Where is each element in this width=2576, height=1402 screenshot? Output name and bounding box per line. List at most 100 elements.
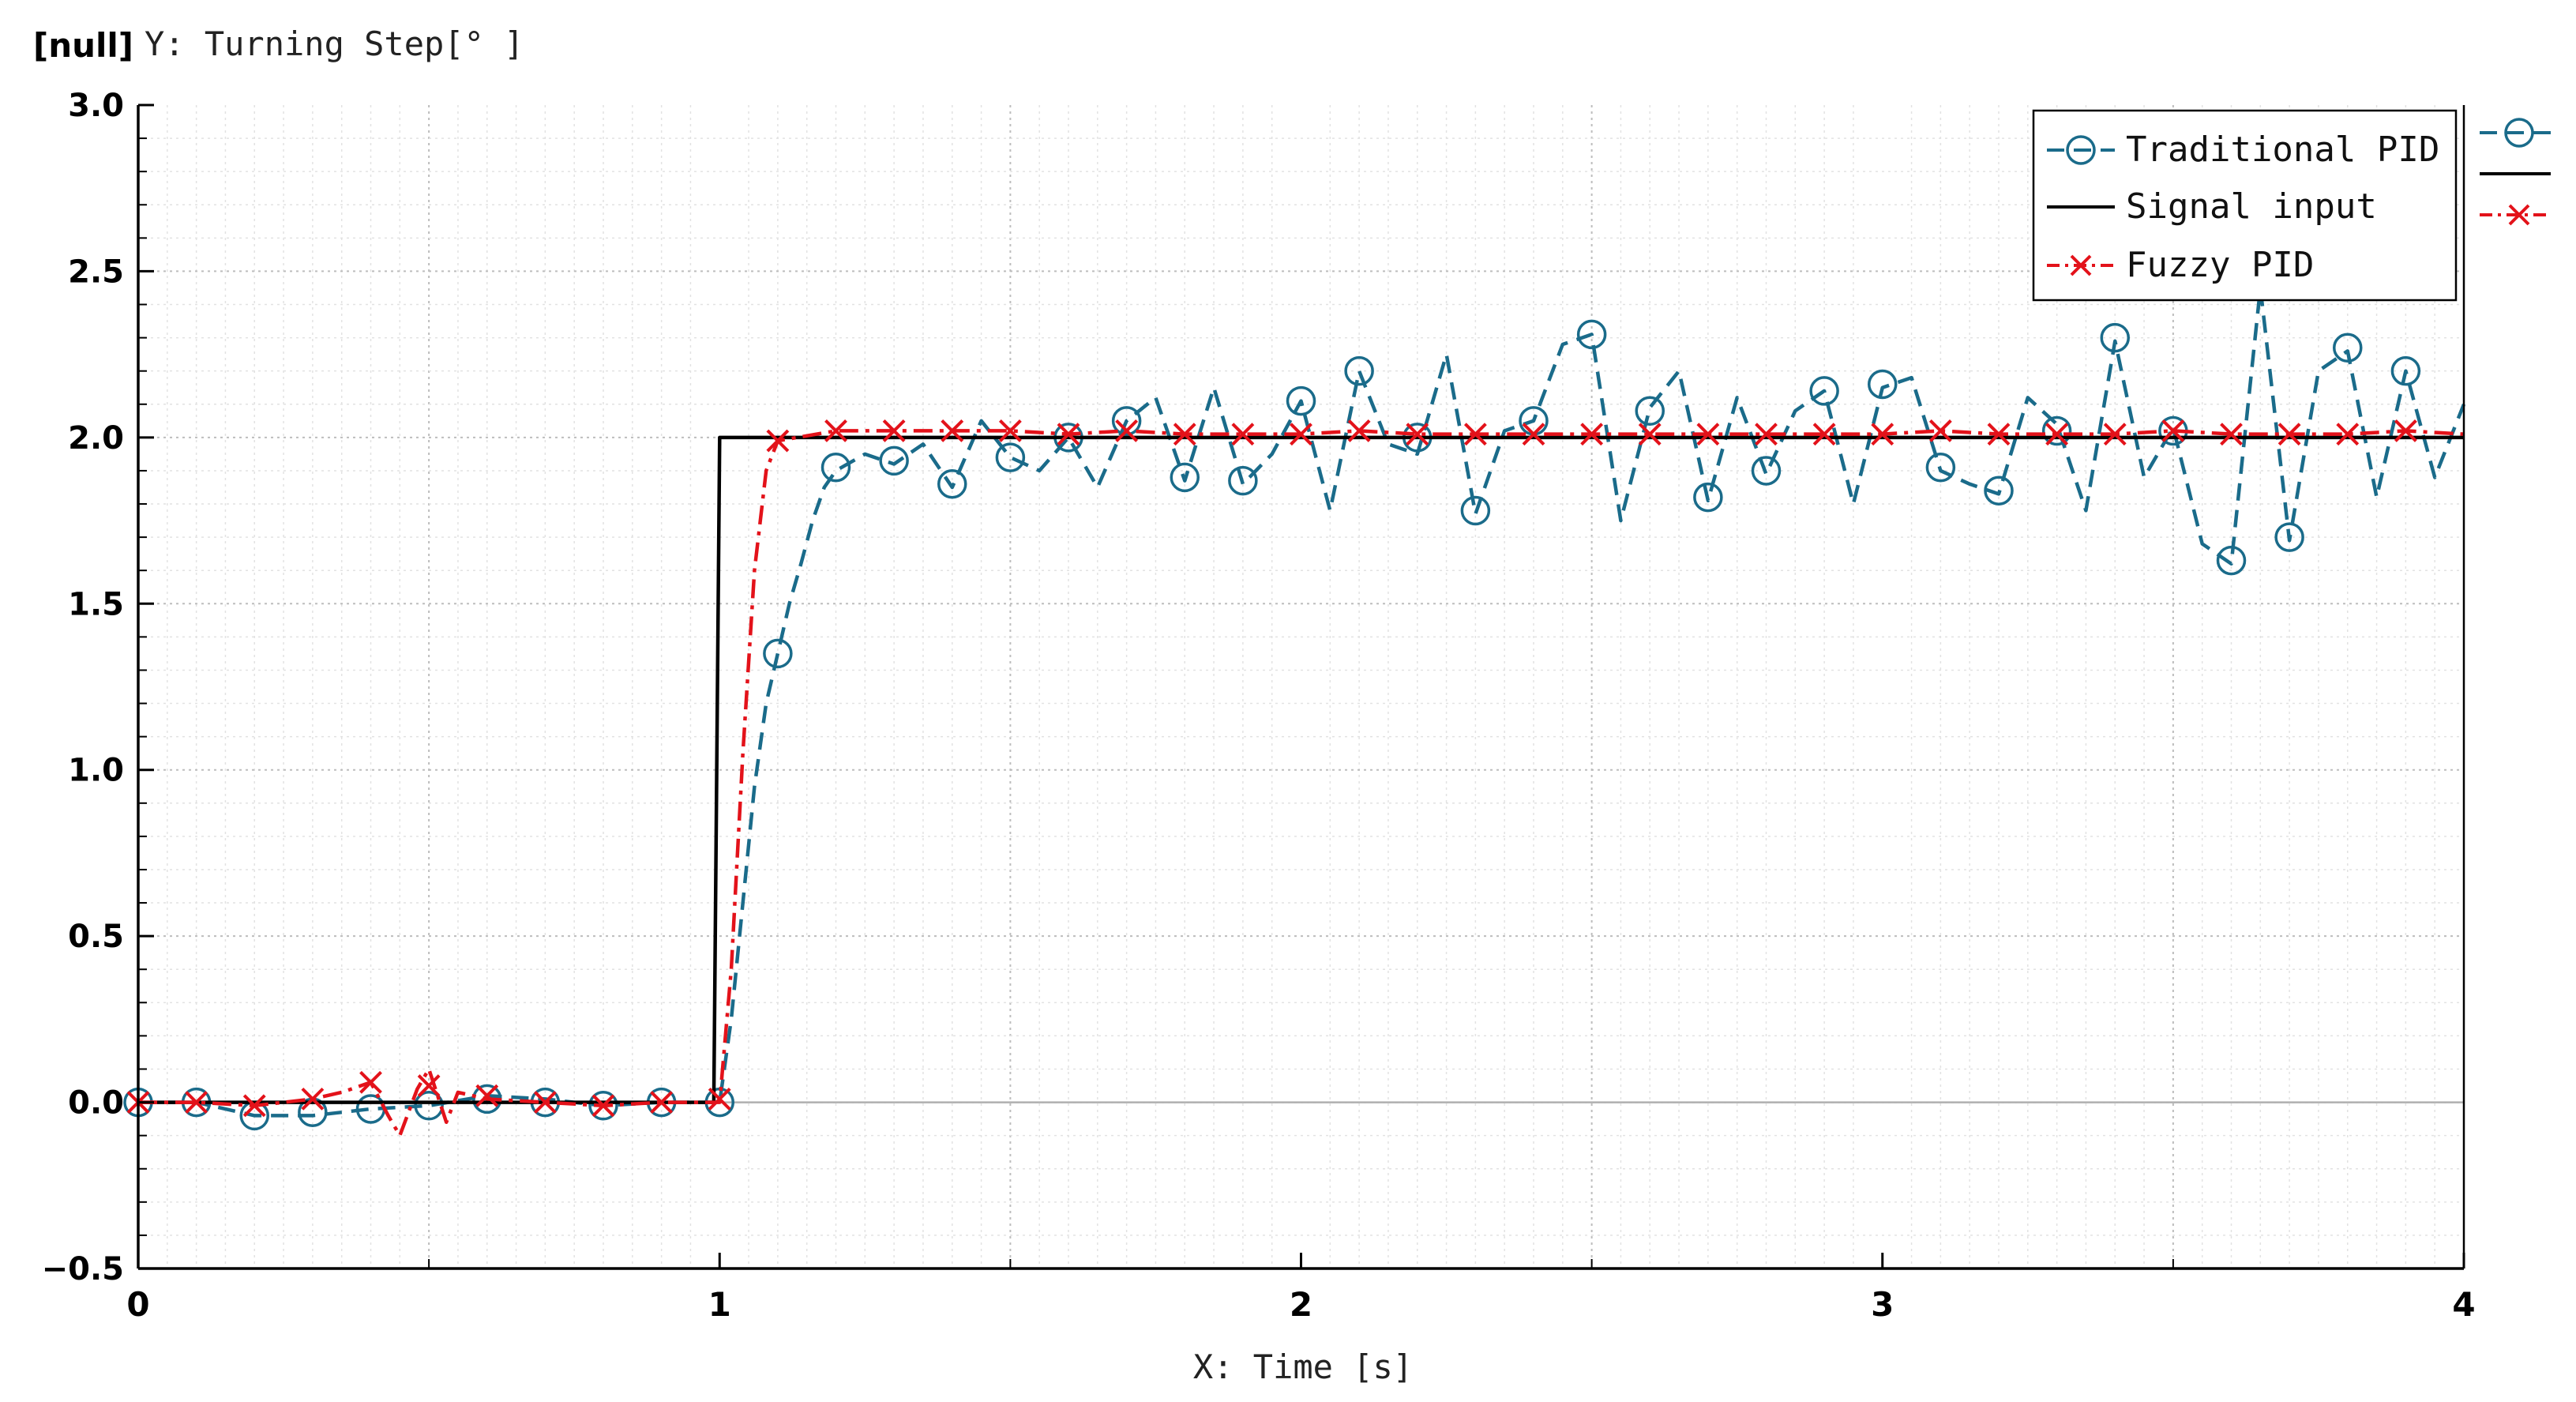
- data-point-traditional-pid: [995, 442, 1026, 472]
- legend-fuzzy-pid-label: Fuzzy PID: [2126, 245, 2314, 285]
- data-point-traditional-pid: [1344, 355, 1374, 386]
- null-tag: [null]: [33, 26, 133, 65]
- data-point-fuzzy-pid: [242, 1094, 266, 1118]
- x-tick-label: 3: [1871, 1285, 1894, 1324]
- data-point-traditional-pid: [414, 1091, 444, 1121]
- data-point-fuzzy-pid: [359, 1070, 382, 1094]
- data-point-fuzzy-pid: [824, 419, 847, 442]
- data-point-traditional-pid: [1286, 385, 1316, 416]
- data-point-fuzzy-pid: [1696, 423, 1720, 446]
- plot-series: [123, 286, 2466, 1137]
- y-tick-label: 3.0: [68, 88, 124, 124]
- y-tick-label: 2.5: [68, 254, 124, 290]
- clipped-legend-fuzzy-marker: [2508, 204, 2530, 226]
- y-axis-title: Y: Turning Step[° ]: [145, 24, 524, 63]
- data-point-fuzzy-pid: [1463, 423, 1487, 446]
- data-point-fuzzy-pid: [941, 419, 964, 442]
- legend-fuzzy-x: [2070, 254, 2092, 276]
- x-tick-label: 4: [2452, 1285, 2475, 1324]
- data-point-fuzzy-pid: [1406, 423, 1429, 446]
- y-tick-label: 0.5: [68, 919, 124, 955]
- data-point-traditional-pid: [937, 469, 967, 499]
- data-point-fuzzy-pid: [1812, 423, 1836, 446]
- data-point-traditional-pid: [820, 452, 851, 483]
- series-line-fuzzy-pid: [138, 429, 2465, 1137]
- data-point-traditional-pid: [1111, 406, 1142, 436]
- data-point-traditional-pid: [1809, 376, 1839, 406]
- legend-signal-input-label: Signal input: [2126, 186, 2377, 227]
- x-tick-labels: 0 1 2 3 4: [126, 1285, 2475, 1324]
- x-tick-label: 0: [126, 1285, 149, 1324]
- data-point-fuzzy-pid: [1057, 423, 1080, 446]
- data-point-traditional-pid: [763, 638, 793, 669]
- data-point-traditional-pid: [1925, 452, 1956, 483]
- data-point-fuzzy-pid: [2394, 419, 2417, 442]
- data-point-fuzzy-pid: [2277, 423, 2301, 446]
- data-point-fuzzy-pid: [185, 1091, 208, 1114]
- data-point-fuzzy-pid: [1638, 423, 1662, 446]
- data-point-fuzzy-pid: [1347, 419, 1371, 442]
- data-point-traditional-pid: [2390, 355, 2421, 386]
- data-point-traditional-pid: [1460, 495, 1491, 526]
- series-line-signal-input: [138, 435, 2464, 1104]
- data-point-fuzzy-pid: [533, 1091, 557, 1114]
- data-point-traditional-pid: [2333, 333, 2363, 363]
- y-tick-label: 1.0: [68, 753, 124, 789]
- data-point-fuzzy-pid: [708, 1087, 731, 1111]
- y-tick-label: 0.0: [68, 1085, 124, 1122]
- data-point-fuzzy-pid: [1755, 423, 1778, 446]
- data-point-traditional-pid: [588, 1091, 618, 1121]
- grid: [138, 105, 2464, 1269]
- data-point-fuzzy-pid: [882, 419, 906, 442]
- data-point-traditional-pid: [1635, 396, 1665, 426]
- data-point-fuzzy-pid: [1173, 423, 1196, 446]
- data-point-fuzzy-pid: [417, 1074, 441, 1097]
- data-point-fuzzy-pid: [475, 1084, 499, 1107]
- data-point-fuzzy-pid: [766, 429, 790, 453]
- legend-fuzzy-pid-marker: [2070, 254, 2092, 276]
- data-point-traditional-pid: [1751, 456, 1782, 486]
- data-point-fuzzy-pid: [1522, 423, 1545, 446]
- data-point-fuzzy-pid: [1115, 419, 1139, 442]
- clipped-legend-fuzzy-x: [2508, 204, 2530, 226]
- data-point-fuzzy-pid: [591, 1094, 615, 1118]
- clipped-duplicate-legend: [2480, 118, 2551, 226]
- y-tick-label: 1.5: [68, 586, 124, 622]
- legend-traditional-pid-marker: [2066, 135, 2096, 165]
- legend-traditional-pid-label: Traditional PID: [2126, 130, 2439, 170]
- data-point-fuzzy-pid: [2220, 423, 2243, 446]
- y-tick-label: 2.0: [68, 420, 124, 457]
- data-point-fuzzy-pid: [998, 419, 1022, 442]
- data-point-fuzzy-pid: [2045, 423, 2069, 446]
- data-point-traditional-pid: [879, 445, 909, 476]
- data-point-traditional-pid: [2274, 522, 2304, 552]
- data-point-fuzzy-pid: [1928, 419, 1952, 442]
- x-tick-label: 1: [708, 1285, 731, 1324]
- data-point-fuzzy-pid: [1987, 423, 2011, 446]
- data-point-fuzzy-pid: [1290, 423, 1312, 446]
- data-point-traditional-pid: [2216, 545, 2247, 576]
- data-point-traditional-pid: [1868, 369, 1898, 400]
- data-point-fuzzy-pid: [1231, 423, 1255, 446]
- data-point-traditional-pid: [1693, 482, 1723, 513]
- data-point-traditional-pid: [1170, 462, 1200, 493]
- data-point-traditional-pid: [1228, 465, 1258, 496]
- data-point-traditional-pid: [2100, 322, 2130, 353]
- data-point-fuzzy-pid: [301, 1087, 325, 1111]
- legend: Traditional PID Signal input Fuzzy PID: [2032, 109, 2458, 302]
- data-point-fuzzy-pid: [2161, 419, 2185, 442]
- data-point-fuzzy-pid: [1871, 423, 1894, 446]
- clipped-legend-traditional-marker: [2504, 118, 2534, 148]
- axes: [137, 103, 2465, 1270]
- series-line-traditional-pid: [138, 286, 2466, 1118]
- data-point-traditional-pid: [2041, 415, 2072, 446]
- data-point-fuzzy-pid: [1580, 423, 1604, 446]
- data-point-fuzzy-pid: [2103, 423, 2127, 446]
- y-tick-label: −0.5: [42, 1251, 124, 1287]
- x-axis-title: X: Time [s]: [1193, 1347, 1413, 1386]
- data-point-fuzzy-pid: [2336, 423, 2360, 446]
- data-point-traditional-pid: [1984, 475, 2014, 506]
- y-tick-labels: −0.5 0.0 0.5 1.0 1.5 2.0 2.5 3.0: [42, 88, 124, 1287]
- x-tick-label: 2: [1290, 1285, 1312, 1324]
